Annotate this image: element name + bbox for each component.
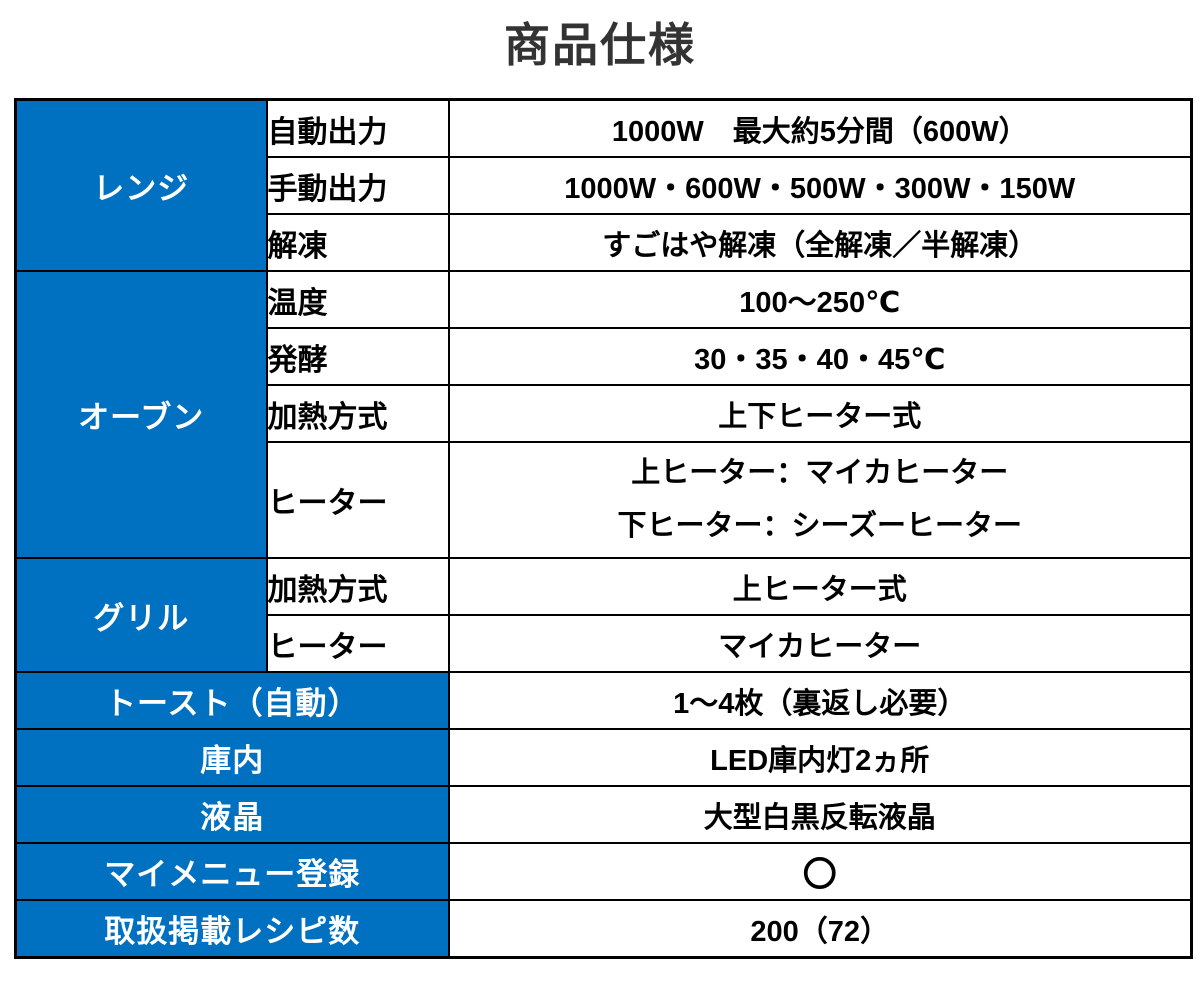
table-row: ヒーター 上ヒーター：マイカヒーター 下ヒーター：シーズーヒーター	[16, 441, 1193, 559]
category-cell-interior: 庫内	[14, 728, 450, 787]
table-row: 加熱方式 上下ヒーター式	[16, 384, 1193, 443]
category-cell-oven: オーブン	[14, 270, 268, 559]
spec-value-manual-output: 1000W・600W・500W・300W・150W	[447, 156, 1193, 215]
table-row: 取扱掲載レシピ数 200（72）	[14, 899, 1193, 959]
category-cell-recipes: 取扱掲載レシピ数	[14, 899, 450, 959]
spec-value-oven-heater: 上ヒーター：マイカヒーター 下ヒーター：シーズーヒーター	[447, 441, 1193, 559]
table-row: グリル 加熱方式 上ヒーター式	[14, 557, 1193, 673]
spec-value-grill-heating-method: 上ヒーター式	[447, 557, 1193, 616]
oven-heater-upper: 上ヒーター：マイカヒーター	[631, 457, 1009, 489]
table-row: ヒーター マイカヒーター	[16, 614, 1193, 673]
table-row: レンジ 自動出力 1000W 最大約5分間（600W）	[14, 98, 1193, 272]
category-cell-my-menu: マイメニュー登録	[14, 842, 450, 901]
spec-value-recipes: 200（72）	[447, 899, 1193, 959]
table-row: 庫内 LED庫内灯2ヵ所	[14, 728, 1193, 787]
spec-value-fermentation: 30・35・40・45℃	[447, 327, 1193, 386]
table-row: トースト（自動） 1～4枚（裏返し必要）	[14, 671, 1193, 730]
spec-label-grill-heating-method: 加熱方式	[265, 557, 450, 616]
spec-value-lcd: 大型白黒反転液晶	[447, 785, 1193, 844]
oven-heater-lower: 下ヒーター：シーズーヒーター	[617, 510, 1023, 542]
spec-value-auto-output: 1000W 最大約5分間（600W）	[447, 98, 1193, 158]
spec-label-manual-output: 手動出力	[265, 156, 450, 215]
spec-table: レンジ 自動出力 1000W 最大約5分間（600W） 手動出力 1000W・6…	[14, 98, 1193, 959]
spec-value-toast: 1～4枚（裏返し必要）	[447, 671, 1193, 730]
table-row: 解凍 すごはや解凍（全解凍／半解凍）	[16, 213, 1193, 272]
page-title: 商品仕様	[504, 19, 696, 71]
table-row: マイメニュー登録 〇	[14, 842, 1193, 901]
category-cell-range: レンジ	[14, 98, 268, 272]
table-row: 手動出力 1000W・600W・500W・300W・150W	[16, 156, 1193, 215]
category-cell-toast: トースト（自動）	[14, 671, 450, 730]
spec-label-grill-heater: ヒーター	[265, 614, 450, 673]
spec-value-grill-heater: マイカヒーター	[447, 614, 1193, 673]
spec-label-oven-heating-method: 加熱方式	[265, 384, 450, 443]
spec-value-temperature: 100～250℃	[447, 270, 1193, 329]
category-cell-grill: グリル	[14, 557, 268, 673]
spec-value-oven-heating-method: 上下ヒーター式	[447, 384, 1193, 443]
spec-value-interior: LED庫内灯2ヵ所	[447, 728, 1193, 787]
table-row: 液晶 大型白黒反転液晶	[14, 785, 1193, 844]
spec-label-oven-heater: ヒーター	[265, 441, 450, 559]
spec-label-auto-output: 自動出力	[265, 98, 450, 158]
spec-value-defrost: すごはや解凍（全解凍／半解凍）	[447, 213, 1193, 272]
category-cell-lcd: 液晶	[14, 785, 450, 844]
table-row: 発酵 30・35・40・45℃	[16, 327, 1193, 386]
spec-label-temperature: 温度	[265, 270, 450, 329]
table-row: オーブン 温度 100～250℃	[14, 270, 1193, 559]
spec-label-defrost: 解凍	[265, 213, 450, 272]
spec-value-my-menu: 〇	[447, 842, 1193, 901]
spec-label-fermentation: 発酵	[265, 327, 450, 386]
